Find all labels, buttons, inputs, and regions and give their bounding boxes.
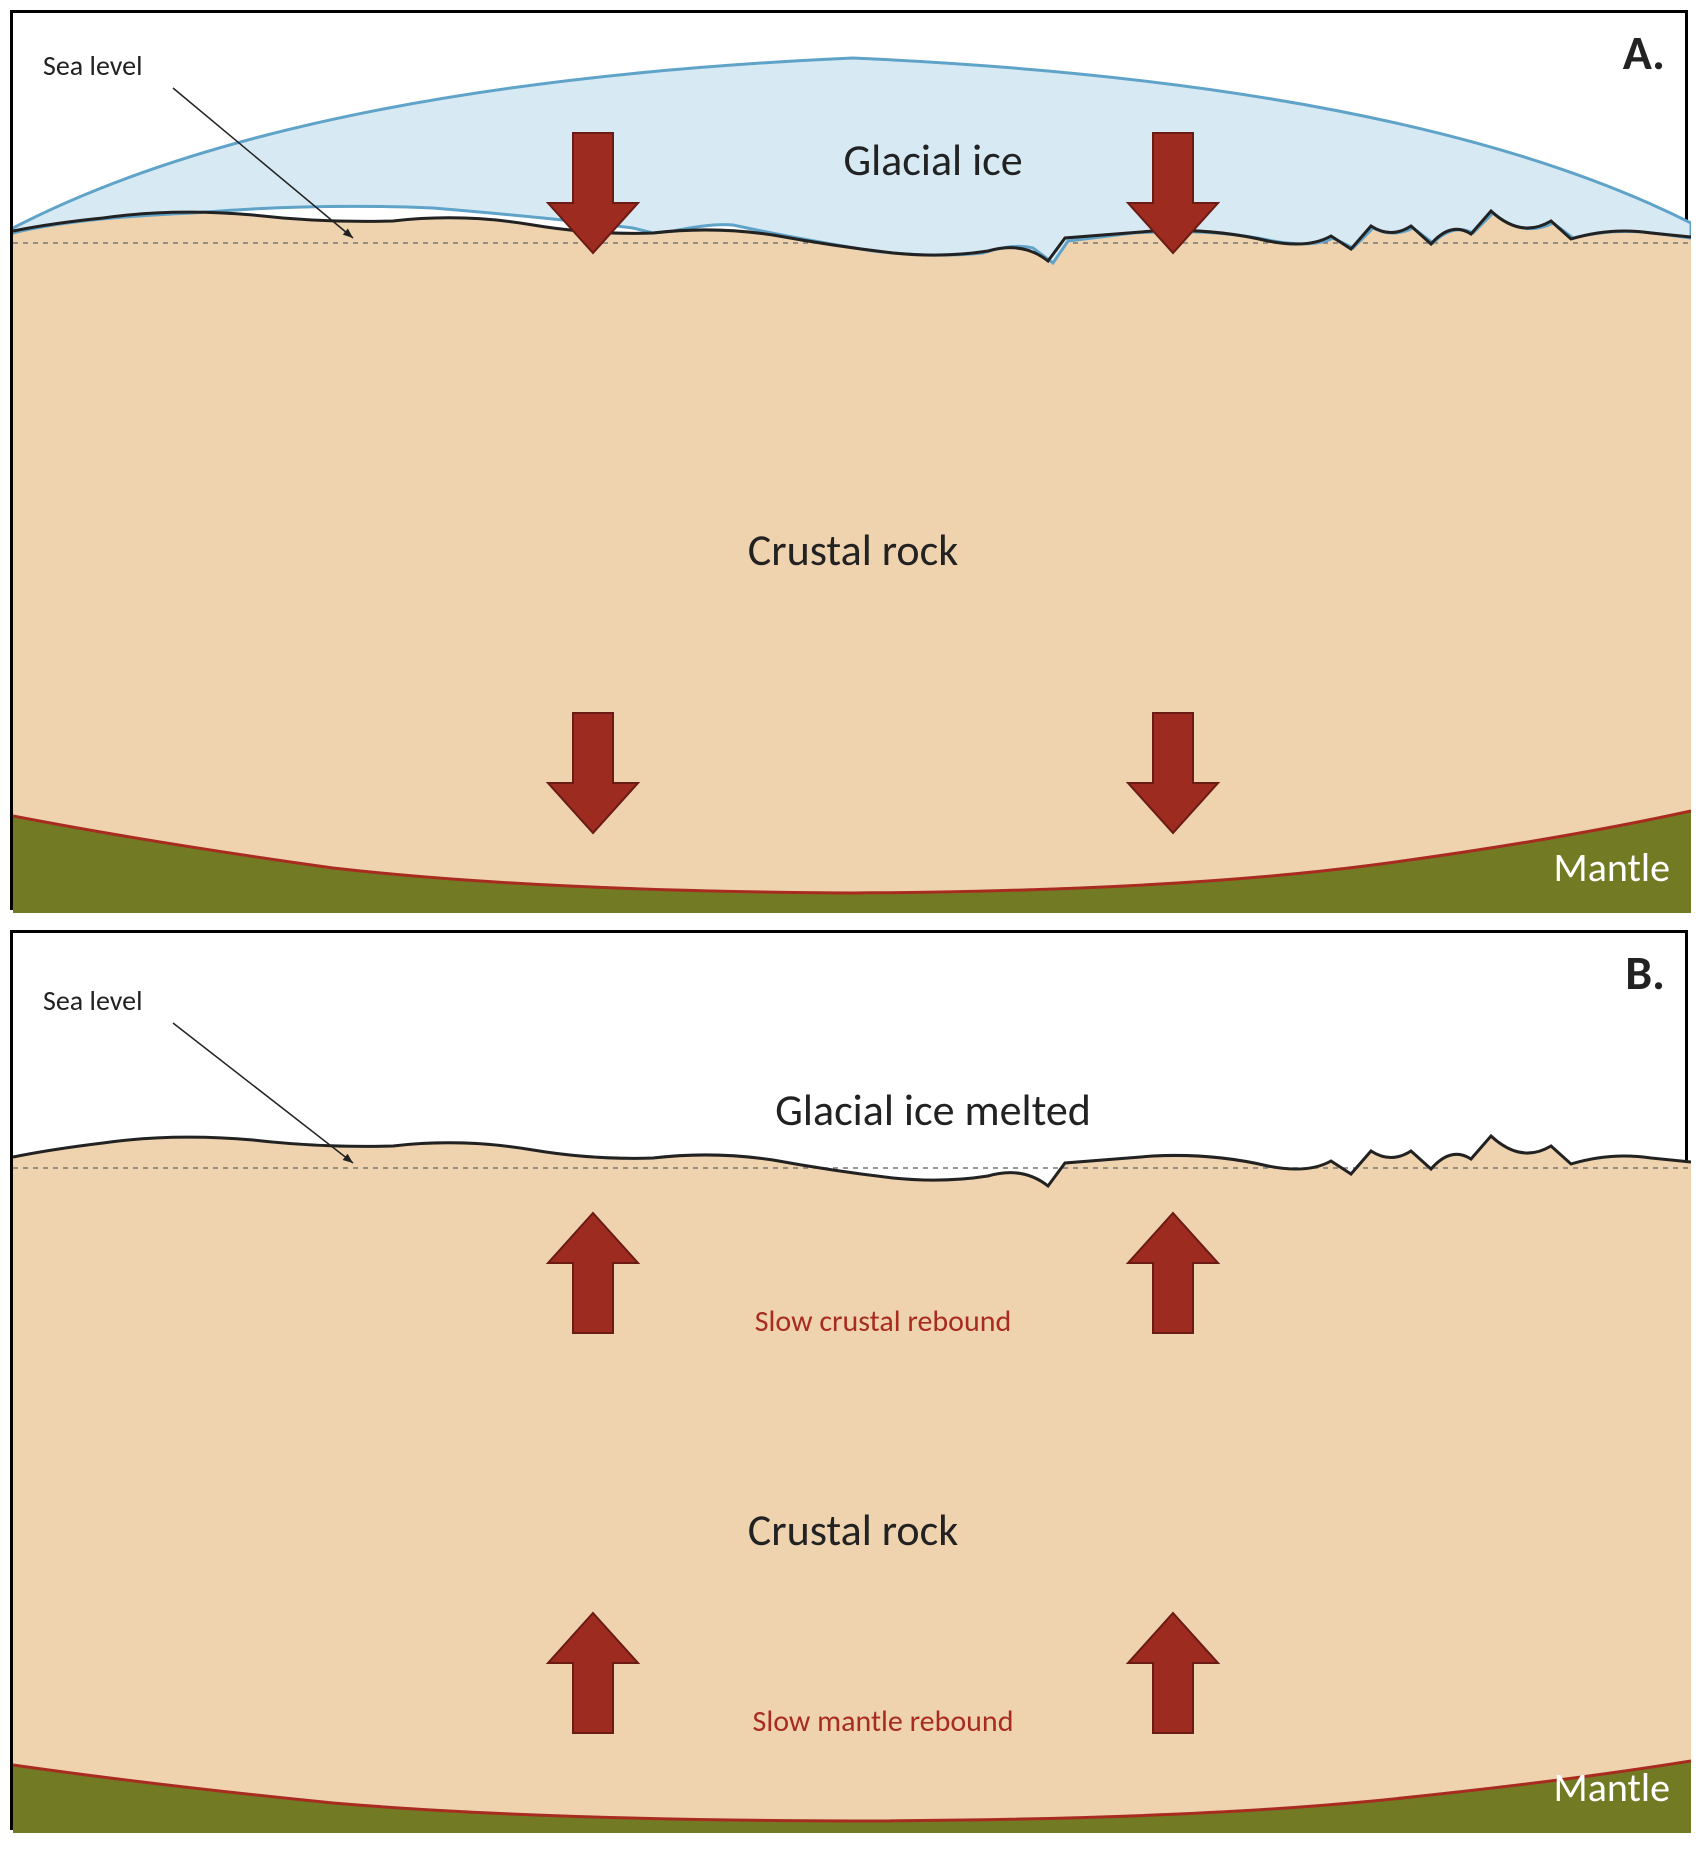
panel-b-letter: B.: [1625, 943, 1665, 1002]
glacial-ice-label: Glacial ice: [843, 133, 1022, 187]
panel-a-letter: A.: [1623, 23, 1665, 82]
crustal-rock-label-b: Crustal rock: [748, 1503, 958, 1557]
crustal-rebound-label: Slow crustal rebound: [755, 1303, 1011, 1340]
diagram-b-svg: [13, 933, 1691, 1833]
mantle-label-a: Mantle: [1554, 843, 1670, 892]
mantle-rebound-label: Slow mantle rebound: [753, 1703, 1014, 1740]
panel-b: B. Sea level Glacial ice melted Crustal …: [10, 930, 1688, 1830]
glacial-melted-label: Glacial ice melted: [775, 1083, 1091, 1137]
panel-a: A. Sea level Glacial ice Crustal rock Ma…: [10, 10, 1688, 910]
mantle-label-b: Mantle: [1554, 1763, 1670, 1812]
sea-level-label-b: Sea level: [43, 983, 143, 1018]
crustal-rock-label-a: Crustal rock: [748, 523, 958, 577]
sea-level-label-a: Sea level: [43, 48, 143, 83]
